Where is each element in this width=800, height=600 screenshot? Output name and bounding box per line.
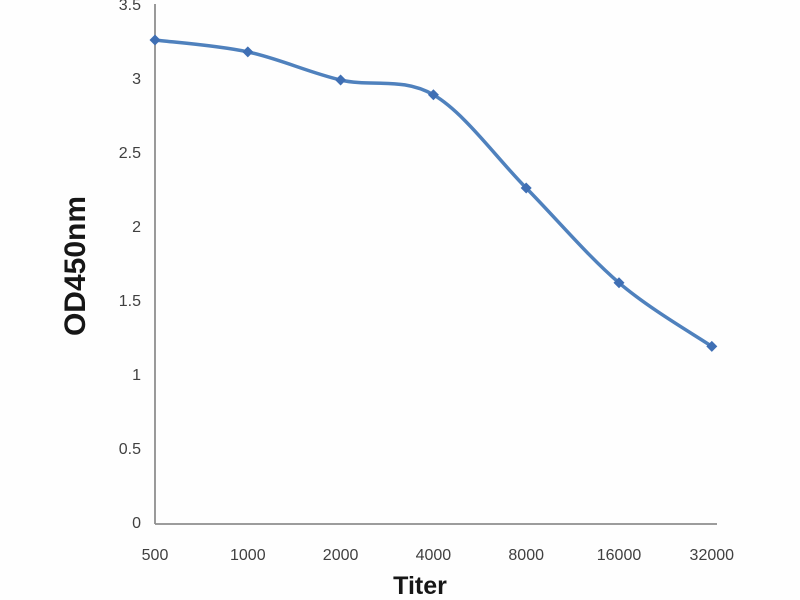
y-tick-label: 0	[132, 515, 141, 532]
y-tick-label: 2.5	[119, 145, 141, 162]
x-tick-label: 32000	[690, 547, 735, 564]
y-tick-label: 1	[132, 367, 141, 384]
x-tick-label: 16000	[597, 547, 642, 564]
x-tick-label: 500	[142, 547, 169, 564]
y-axis-title: OD450nm	[59, 196, 92, 336]
x-tick-label: 1000	[230, 547, 266, 564]
x-tick-labels: 500 1000 2000 4000 8000 16000 32000	[142, 547, 734, 564]
y-tick-label: 3.5	[119, 0, 141, 14]
data-point-marker	[706, 340, 718, 352]
x-tick-label: 2000	[323, 547, 359, 564]
y-tick-labels: 0 0.5 1 1.5 2 2.5 3 3.5	[119, 0, 141, 532]
x-tick-label: 4000	[416, 547, 452, 564]
y-tick-label: 2	[132, 219, 141, 236]
y-tick-label: 1.5	[119, 293, 141, 310]
data-point-marker	[335, 74, 347, 86]
data-point-marker	[149, 34, 161, 46]
y-tick-label: 0.5	[119, 441, 141, 458]
data-markers	[149, 34, 718, 352]
data-point-marker	[613, 277, 625, 289]
data-point-marker	[427, 89, 439, 101]
x-tick-label: 8000	[508, 547, 544, 564]
y-tick-label: 3	[132, 71, 141, 88]
x-axis-title: Titer	[393, 572, 447, 600]
data-point-marker	[520, 182, 532, 194]
data-series	[153, 38, 714, 349]
series-line	[153, 38, 714, 349]
data-point-marker	[242, 46, 254, 58]
